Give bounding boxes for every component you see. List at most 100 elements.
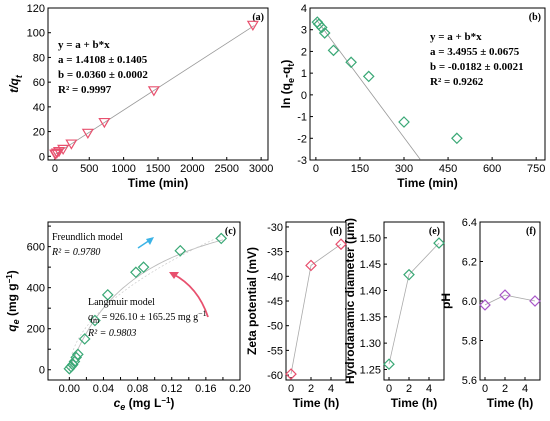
y-tick-label: 3 xyxy=(301,25,307,37)
data-point xyxy=(362,70,375,83)
freundlich-r2: R² = 0.9780 xyxy=(51,247,100,258)
x-tick-label: 750 xyxy=(527,163,545,175)
fit-line xyxy=(315,18,421,160)
data-point xyxy=(398,116,410,128)
x-tick-label: 500 xyxy=(80,163,98,175)
data-point xyxy=(285,368,297,380)
y-tick-label: 0 xyxy=(301,90,307,102)
x-tick-label: 3000 xyxy=(249,163,273,175)
panel-label: (b) xyxy=(529,12,541,23)
x-tick-label: 0.08 xyxy=(127,383,148,395)
y-tick-label: 20 xyxy=(33,127,45,139)
y-axis-label: Zeta potential (mV) xyxy=(245,247,259,355)
x-tick-label: 2 xyxy=(308,383,314,395)
panel-f: 0 2 4 5.6 5.8 6.0 6.2 6.4 (f) Time (h) pH xyxy=(439,217,541,410)
data-point xyxy=(499,289,511,301)
y-axis-label: ln (qe-qt) xyxy=(279,60,296,109)
panel-label: (a) xyxy=(252,12,264,23)
panel-e: 0 2 4 1.25 1.30 1.35 1.40 1.45 1.50 (e) Time (h) Hy… xyxy=(343,218,445,410)
x-axis-label: Time (min) xyxy=(128,176,188,190)
langmuir-r2: R² = 0.9803 xyxy=(87,328,136,339)
data-point xyxy=(65,139,78,150)
y-tick-label: 5.8 xyxy=(462,336,477,348)
y-tick-label: -2 xyxy=(297,133,307,145)
data-point xyxy=(479,299,491,311)
panel-d: 0 2 4 -60 -55 -50 -45 -40 -35 -30 (d) Time (h) Zeta … xyxy=(245,221,347,410)
y-tick-label: -60 xyxy=(267,370,283,382)
data-point xyxy=(335,238,347,251)
y-tick-label: 600 xyxy=(27,242,45,254)
y-tick-label: 1 xyxy=(301,68,307,80)
x-tick-label: 600 xyxy=(483,163,501,175)
data-point xyxy=(529,295,541,307)
y-tick-label: -50 xyxy=(267,321,283,333)
series-line xyxy=(484,294,536,306)
data-point xyxy=(305,259,317,272)
y-tick-label: -3 xyxy=(297,155,307,167)
y-tick-label: 4 xyxy=(301,3,307,15)
x-tick-label: 0 xyxy=(386,383,392,395)
x-axis-label: ce (mg L−1) xyxy=(114,396,175,412)
data-point xyxy=(383,358,395,371)
panel-b: 0 150 300 450 600 750 -3 -2 -1 0 1 2 3 4 (b) y = a + b*… xyxy=(279,3,546,190)
equation-line: R² = 0.9997 xyxy=(58,84,112,96)
data-point xyxy=(72,348,84,361)
data-point xyxy=(215,232,228,245)
x-tick-label: 2 xyxy=(406,383,412,395)
panel-label: (c) xyxy=(225,226,236,237)
x-tick-label: 150 xyxy=(351,163,369,175)
plot-frame xyxy=(47,221,241,381)
data-point xyxy=(137,261,150,273)
y-axis-label: qe (mg g−1) xyxy=(5,270,21,331)
y-tick-label: -45 xyxy=(267,296,283,308)
x-tick-label: 0.12 xyxy=(161,383,182,395)
y-tick-label: 1.25 xyxy=(360,364,381,376)
y-tick-label: 40 xyxy=(33,102,45,114)
data-point xyxy=(174,244,187,257)
data-point xyxy=(81,128,94,139)
series-line xyxy=(290,243,342,375)
x-tick-label: 450 xyxy=(439,163,457,175)
data-point xyxy=(451,132,463,145)
y-tick-label: -40 xyxy=(267,271,283,283)
equation-line: y = a + b*x xyxy=(430,31,482,43)
data-point xyxy=(98,117,111,129)
panel-c: 0.00 0.04 0.08 0.12 0.16 0.20 0 200 400 600 (c) Fre… xyxy=(5,221,251,412)
y-tick-label: 6.4 xyxy=(462,217,477,229)
y-tick-label: 2 xyxy=(301,46,307,58)
y-tick-label: 1.45 xyxy=(360,259,381,271)
x-tick-label: 1500 xyxy=(146,163,170,175)
y-axis-label: pH xyxy=(439,293,453,309)
x-tick-label: 2 xyxy=(502,383,508,395)
data-point xyxy=(246,20,259,31)
x-tick-label: 2500 xyxy=(215,163,239,175)
y-tick-label: -30 xyxy=(267,222,283,234)
y-tick-label: 6.2 xyxy=(462,257,477,269)
freundlich-fit-curve xyxy=(71,234,224,354)
data-point xyxy=(403,268,415,281)
panel-a: 0 500 1000 1500 2000 2500 3000 0 20 40 60 80 100 120 (… xyxy=(7,3,273,190)
y-tick-label: -1 xyxy=(297,112,307,124)
data-point xyxy=(327,44,340,57)
x-tick-label: 300 xyxy=(395,163,413,175)
x-tick-label: 0.00 xyxy=(59,383,80,395)
x-tick-label: 0 xyxy=(482,383,488,395)
x-tick-label: 0.04 xyxy=(93,383,114,395)
y-tick-label: 0 xyxy=(39,151,45,163)
freundlich-arrow-head xyxy=(146,237,154,245)
x-tick-label: 0.16 xyxy=(195,383,216,395)
y-tick-label: 200 xyxy=(27,324,45,336)
equation-line: b = 0.0360 ± 0.0002 xyxy=(58,69,148,81)
y-tick-label: 1.50 xyxy=(360,233,381,245)
equation-line: R² = 0.9262 xyxy=(430,76,484,88)
y-tick-label: 120 xyxy=(27,3,45,15)
data-point xyxy=(57,144,70,156)
y-tick-label: -55 xyxy=(267,345,283,357)
plot-frame xyxy=(309,7,546,161)
x-axis-label: Time (h) xyxy=(391,396,437,410)
data-point xyxy=(147,86,160,97)
x-axis-label: Time (h) xyxy=(487,396,533,410)
panel-label: (f) xyxy=(526,226,536,237)
equation-line: a = 1.4108 ± 0.1405 xyxy=(58,54,148,66)
data-point xyxy=(130,266,142,279)
